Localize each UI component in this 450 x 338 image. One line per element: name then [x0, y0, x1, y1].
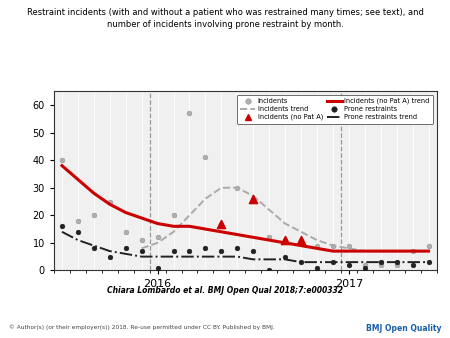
Point	[393, 262, 400, 268]
Point	[377, 262, 384, 268]
Point	[234, 246, 241, 251]
Point	[297, 237, 305, 243]
Point	[154, 235, 161, 240]
Point	[122, 229, 129, 235]
Point	[282, 254, 289, 259]
Text: Chiara Lombardo et al. BMJ Open Qual 2018;7:e000332: Chiara Lombardo et al. BMJ Open Qual 201…	[107, 286, 343, 295]
Legend: Incidents, Incidents trend, Incidents (no Pat A), Incidents (no Pat A) trend, Pr: Incidents, Incidents trend, Incidents (n…	[237, 95, 433, 124]
Text: BMJ Open Quality: BMJ Open Quality	[365, 324, 441, 334]
Point	[186, 248, 193, 254]
Point	[138, 248, 145, 254]
Point	[106, 199, 113, 204]
Point	[345, 243, 352, 248]
Point	[250, 196, 257, 201]
Point	[297, 260, 305, 265]
Point	[218, 221, 225, 226]
Point	[218, 248, 225, 254]
Point	[425, 260, 432, 265]
Point	[170, 248, 177, 254]
Point	[202, 246, 209, 251]
Point	[122, 246, 129, 251]
Point	[329, 260, 337, 265]
Text: Restraint incidents (with and without a patient who was restrained many times; s: Restraint incidents (with and without a …	[27, 8, 423, 29]
Point	[90, 246, 98, 251]
Point	[250, 196, 257, 201]
Point	[154, 265, 161, 270]
Point	[313, 243, 320, 248]
Point	[170, 213, 177, 218]
Point	[409, 262, 416, 268]
Point	[250, 248, 257, 254]
Point	[58, 224, 66, 229]
Point	[74, 229, 81, 235]
Point	[313, 265, 320, 270]
Point	[58, 158, 66, 163]
Point	[202, 155, 209, 160]
Text: © Author(s) (or their employer(s)) 2018. Re-use permitted under CC BY. Published: © Author(s) (or their employer(s)) 2018.…	[9, 324, 275, 330]
Point	[361, 265, 369, 270]
Point	[138, 237, 145, 243]
Point	[90, 213, 98, 218]
Point	[234, 185, 241, 190]
Point	[377, 260, 384, 265]
Point	[106, 254, 113, 259]
Point	[186, 111, 193, 116]
Point	[282, 237, 289, 243]
Point	[218, 221, 225, 226]
Point	[329, 243, 337, 248]
Point	[266, 235, 273, 240]
Point	[425, 243, 432, 248]
Point	[409, 248, 416, 254]
Point	[297, 237, 305, 243]
Point	[282, 237, 289, 243]
Point	[393, 260, 400, 265]
Point	[361, 262, 369, 268]
Point	[74, 218, 81, 223]
Point	[266, 268, 273, 273]
Point	[345, 262, 352, 268]
